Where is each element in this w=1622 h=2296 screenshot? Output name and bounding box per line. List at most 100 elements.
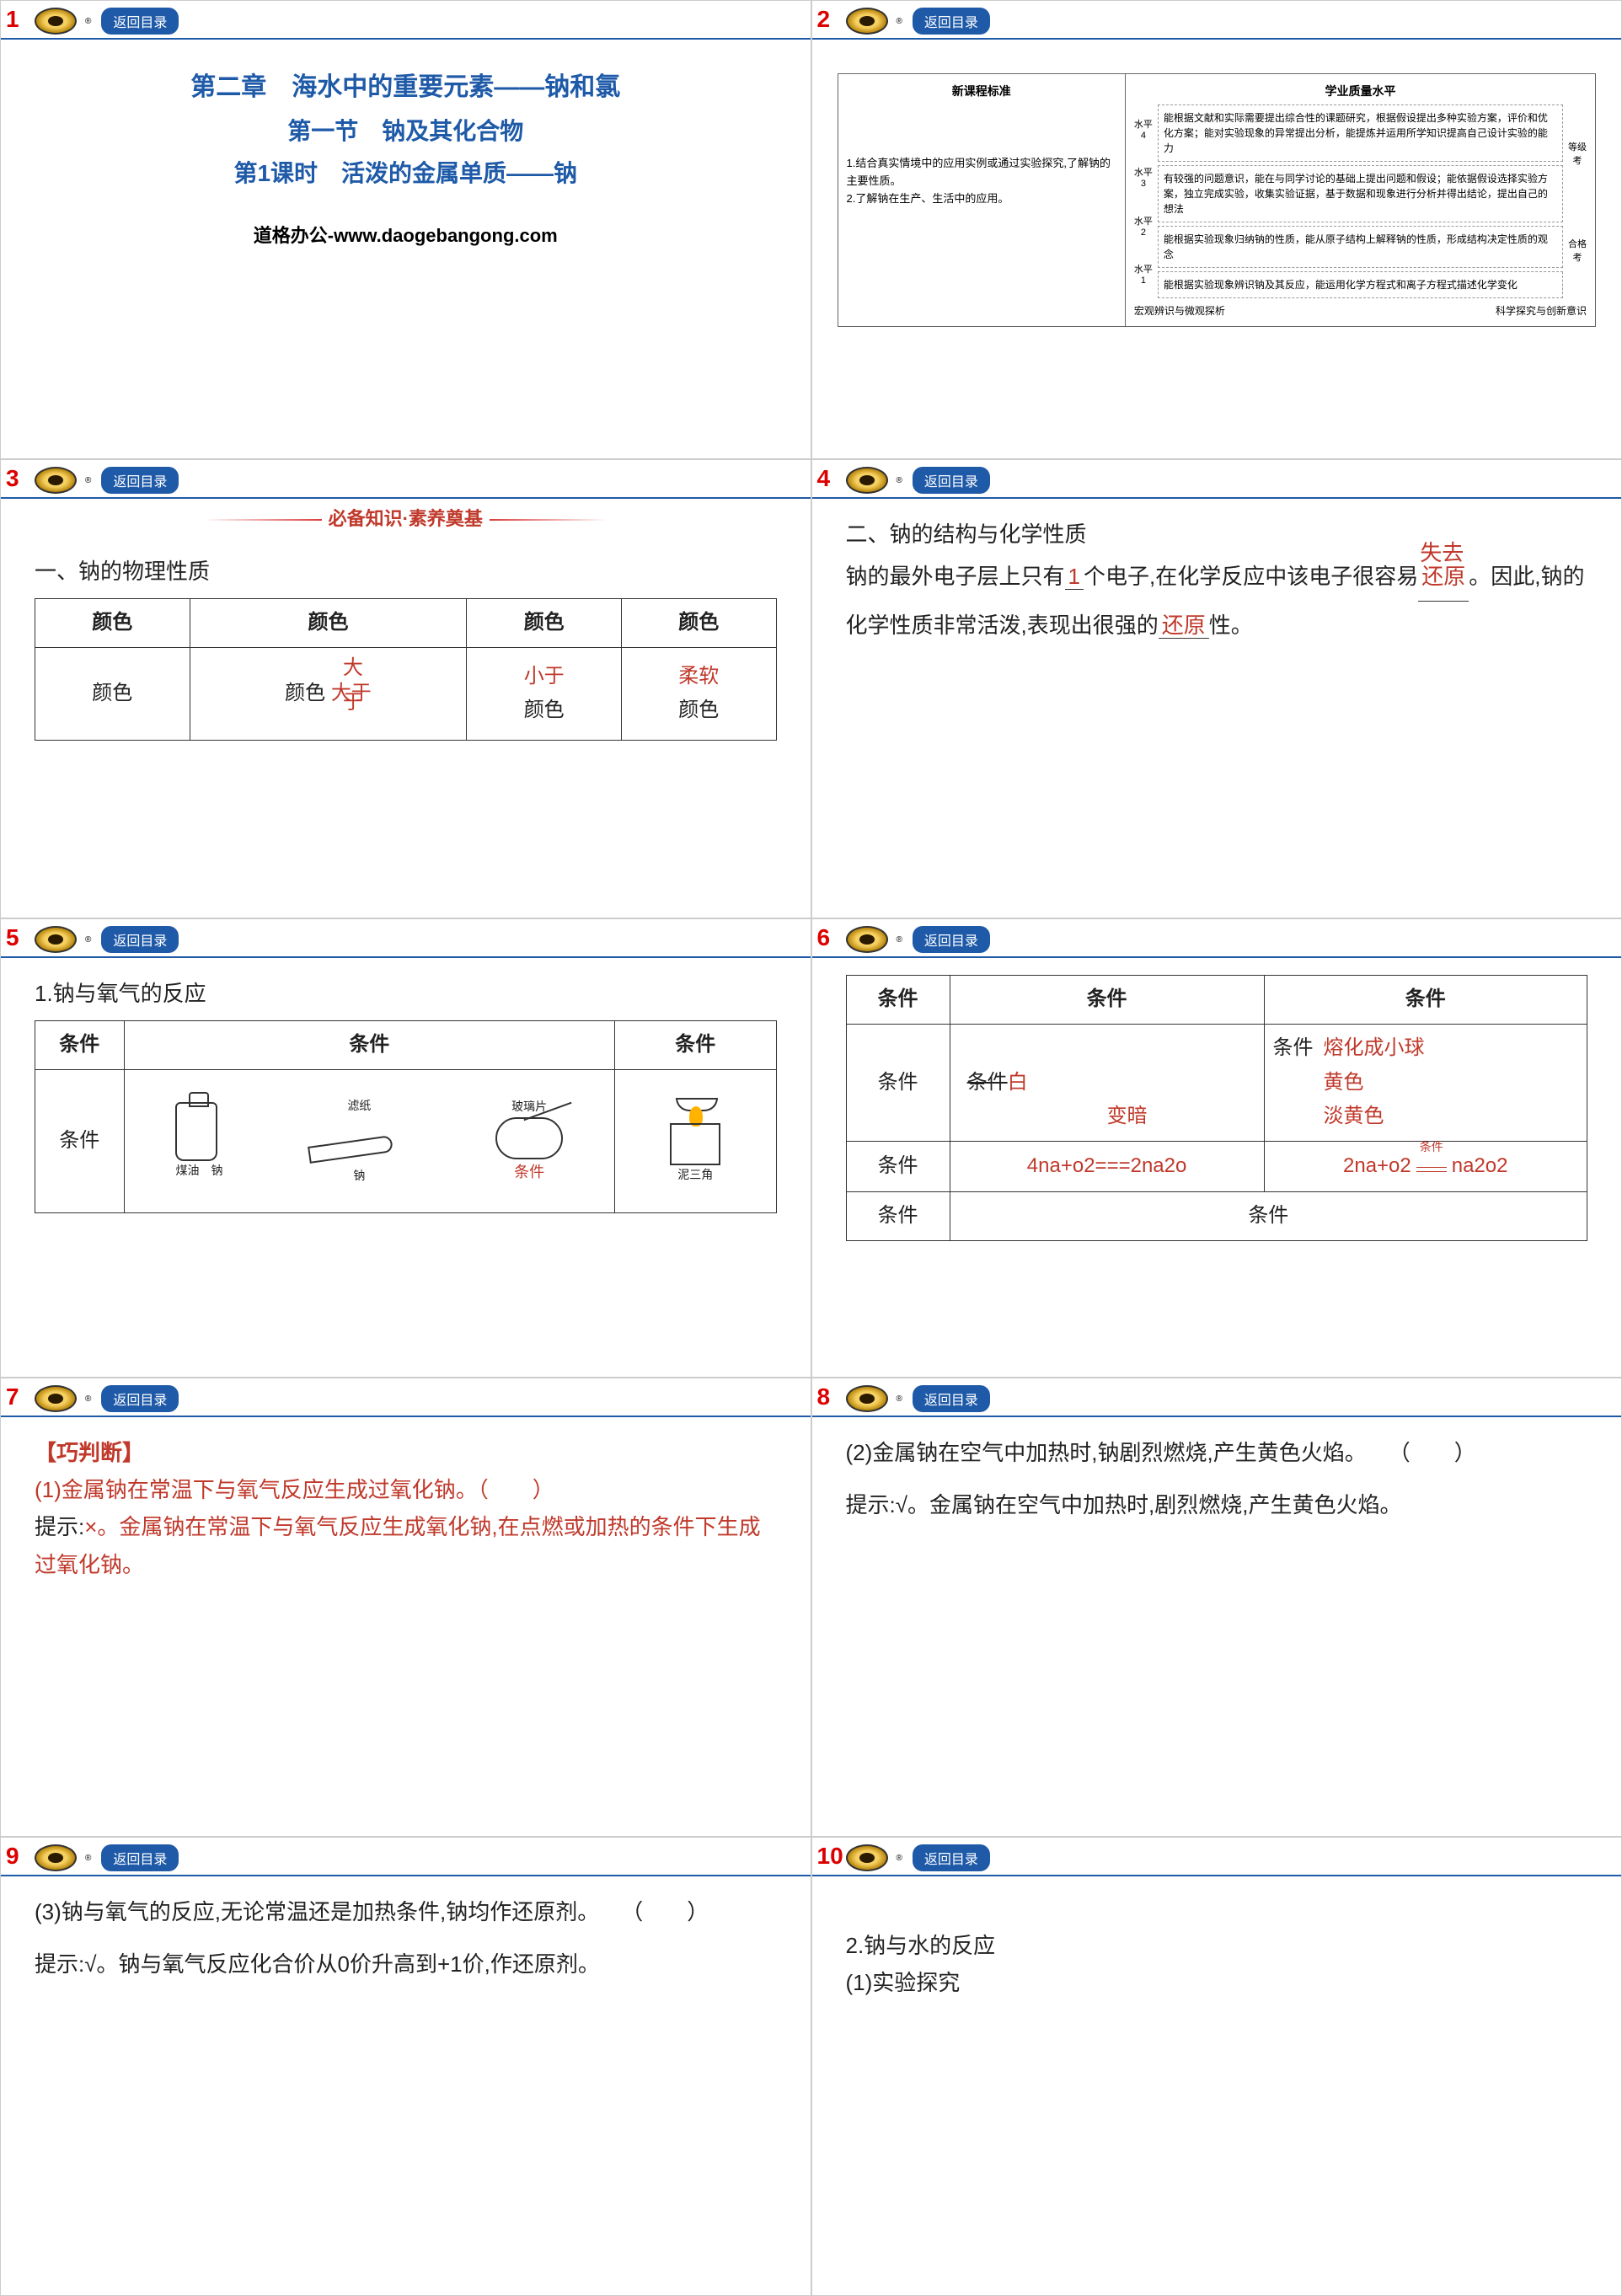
hint-label: 提示: xyxy=(35,1951,84,1977)
td2-label: 颜色 xyxy=(285,682,325,704)
td-2: 颜色 大于 大于 xyxy=(190,647,467,740)
slide8-content: (2)金属钠在空气中加热时,钠剧烈燃烧,产生黄色火焰。 （ ） 提示:√。金属钠… xyxy=(812,1417,1622,1540)
slide-7: 7 ® 返回目录 【巧判断】 (1)金属钠在常温下与氧气反应生成过氧化钠。（ ）… xyxy=(0,1378,811,1837)
standards-right: 学业质量水平 水平4 水平3 水平2 水平1 能根据文献和实际需要提出综合性的课… xyxy=(1126,74,1595,326)
r3-val: 条件 xyxy=(950,1192,1587,1241)
level-2-box: 能根据实验现象归纳钠的性质，能从原子结构上解释钠的性质，形成结构决定性质的观念 xyxy=(1158,226,1563,268)
ans-lose: 失去 xyxy=(1420,529,1464,577)
back-button[interactable]: 返回目录 xyxy=(101,1385,179,1412)
slide-number: 5 xyxy=(6,924,19,951)
r1-cell-2: 条件 熔化成小球 黄色 淡黄色 xyxy=(1264,1024,1587,1141)
standards-left: 新课程标准 1.结合真实情境中的应用实例或通过实验探究,了解钠的主要性质。 2.… xyxy=(838,74,1126,326)
back-button[interactable]: 返回目录 xyxy=(101,8,179,35)
reg-mark: ® xyxy=(85,1854,91,1863)
logo-icon xyxy=(35,8,77,35)
slide-number: 7 xyxy=(6,1383,19,1410)
th6-2: 条件 xyxy=(950,976,1264,1025)
logo-icon xyxy=(846,8,888,35)
r2-eq2-b: na2o2 xyxy=(1452,1154,1508,1177)
reg-mark: ® xyxy=(897,1394,902,1404)
level-4-label: 水平4 xyxy=(1134,117,1153,141)
label-cond: 条件 xyxy=(495,1159,563,1185)
r1-b3: 淡黄色 xyxy=(1324,1100,1425,1134)
right-side-label-2: 合格考 xyxy=(1568,237,1587,264)
left-items: 1.结合真实情境中的应用实例或通过实验探究,了解钠的主要性质。 2.了解钠在生产… xyxy=(847,104,1116,207)
glass-diagram: 玻璃片 条件 xyxy=(495,1097,563,1185)
th-2: 颜色 xyxy=(190,599,467,648)
slide9-content: (3)钠与氧气的反应,无论常温还是加热条件,钠均作还原剂。 （ ） 提示:√。钠… xyxy=(1,1876,811,1999)
back-button[interactable]: 返回目录 xyxy=(913,8,990,35)
slide-5: 5 ® 返回目录 1.钠与氧气的反应 条件 条件 条件 条件 煤油 钠 xyxy=(0,918,811,1378)
level-1-label: 水平1 xyxy=(1134,262,1153,286)
level-2-label: 水平2 xyxy=(1134,214,1153,238)
conditions-table: 条件 条件 条件 条件 条件白 变暗 条件 熔化成小球 黄色 淡黄色 xyxy=(846,975,1588,1241)
th-cond-2: 条件 xyxy=(124,1021,615,1070)
slide-1: 1 ® 返回目录 第二章 海水中的重要元素——钠和氯 第一节 钠及其化合物 第1… xyxy=(0,0,811,459)
slide-6: 6 ® 返回目录 条件 条件 条件 条件 条件白 变暗 条件 xyxy=(811,918,1622,1378)
slide6-content: 条件 条件 条件 条件 条件白 变暗 条件 熔化成小球 黄色 淡黄色 xyxy=(812,958,1622,1258)
left-col-title: 新课程标准 xyxy=(847,83,1116,104)
slide-number: 8 xyxy=(817,1383,831,1410)
reaction-table: 条件 条件 条件 条件 煤油 钠 滤纸 钠 xyxy=(35,1020,777,1213)
label-glass: 玻璃片 xyxy=(495,1097,563,1117)
slide-number: 1 xyxy=(6,6,19,33)
back-button[interactable]: 返回目录 xyxy=(913,467,990,494)
slide-number: 3 xyxy=(6,465,19,492)
ans-reduce: 还原 xyxy=(1159,613,1209,639)
reg-mark: ® xyxy=(897,1854,902,1863)
slide4-heading: 二、钠的结构与化学性质 xyxy=(846,516,1588,553)
slide-number: 4 xyxy=(817,465,831,492)
th-3: 颜色 xyxy=(467,599,622,648)
slide-header: ® 返回目录 xyxy=(812,919,1622,958)
q1: (1)金属钠在常温下与氧气反应生成过氧化钠。（ ） xyxy=(35,1471,777,1508)
slide-header: ® 返回目录 xyxy=(812,460,1622,499)
slide-number: 6 xyxy=(817,924,831,951)
td3-label: 颜色 xyxy=(524,698,565,721)
back-button[interactable]: 返回目录 xyxy=(913,1385,990,1412)
r1-cell-1: 条件白 变暗 xyxy=(950,1024,1264,1141)
ans-greater-1: 大于 xyxy=(335,651,372,720)
hint2-line: 提示:√。金属钠在空气中加热时,剧烈燃烧,产生黄色火焰。 xyxy=(846,1486,1588,1523)
slide3-heading: 一、钠的物理性质 xyxy=(35,553,777,590)
slide-header: ® 返回目录 xyxy=(1,1,811,40)
back-button[interactable]: 返回目录 xyxy=(913,1844,990,1871)
slide-header: ® 返回目录 xyxy=(1,460,811,499)
label-filter: 滤纸 xyxy=(308,1096,410,1116)
label-na-2: 钠 xyxy=(308,1166,410,1186)
hint3: √。钠与氧气反应化合价从0价升高到+1价,作还原剂。 xyxy=(84,1951,600,1977)
slide-9: 9 ® 返回目录 (3)钠与氧气的反应,无论常温还是加热条件,钠均作还原剂。 （… xyxy=(0,1837,811,2296)
slide-header: ® 返回目录 xyxy=(812,1,1622,40)
back-button[interactable]: 返回目录 xyxy=(101,467,179,494)
slide10-heading: 2.钠与水的反应 xyxy=(846,1927,1588,1964)
slide-number: 2 xyxy=(817,6,831,33)
left-item-1: 1.结合真实情境中的应用实例或通过实验探究,了解钠的主要性质。 xyxy=(847,155,1116,190)
t-b: 个电子,在化学反应中该电子很容易 xyxy=(1084,564,1418,589)
burner-diagram: 泥三角 xyxy=(666,1098,725,1185)
slide4-content: 二、钠的结构与化学性质 钠的最外电子层上只有1个电子,在化学反应中该电子很容易失… xyxy=(812,499,1622,667)
back-button[interactable]: 返回目录 xyxy=(101,926,179,953)
diagram-cell-1: 煤油 钠 滤纸 钠 玻璃片 条件 xyxy=(124,1069,615,1212)
level-4-box: 能根据文献和实际需要提出综合性的课题研究，根据假设提出多种实验方案，评价和优化方… xyxy=(1158,104,1563,162)
td-4: 柔软 颜色 xyxy=(621,647,776,740)
hint2: √。金属钠在空气中加热时,剧烈燃烧,产生黄色火焰。 xyxy=(896,1492,1402,1517)
logo-icon xyxy=(846,1844,888,1871)
slide4-para: 钠的最外电子层上只有1个电子,在化学反应中该电子很容易失去还原。因此,钠的化学性… xyxy=(846,553,1588,650)
r3-label: 条件 xyxy=(846,1192,950,1241)
slide10-content: 2.钠与水的反应 (1)实验探究 xyxy=(812,1876,1622,2018)
slide-grid: 1 ® 返回目录 第二章 海水中的重要元素——钠和氯 第一节 钠及其化合物 第1… xyxy=(0,0,1622,2296)
slide-header: ® 返回目录 xyxy=(1,1378,811,1417)
slide-header: ® 返回目录 xyxy=(1,919,811,958)
th6-3: 条件 xyxy=(1264,976,1587,1025)
th-cond-3: 条件 xyxy=(615,1021,776,1070)
ans-num: 1 xyxy=(1065,564,1084,590)
back-button[interactable]: 返回目录 xyxy=(101,1844,179,1871)
t-a: 钠的最外电子层上只有 xyxy=(846,564,1065,589)
slide-3: 3 ® 返回目录 必备知识·素养奠基 一、钠的物理性质 颜色 颜色 颜色 颜色 … xyxy=(0,459,811,918)
section-title: 第一节 钠及其化合物 xyxy=(35,110,777,153)
logo-icon xyxy=(35,467,77,494)
slide7-content: 【巧判断】 (1)金属钠在常温下与氧气反应生成过氧化钠。（ ） 提示:×。金属钠… xyxy=(1,1417,811,1600)
slide5-heading: 1.钠与氧气的反应 xyxy=(35,975,777,1012)
back-button[interactable]: 返回目录 xyxy=(913,926,990,953)
watermark-text: 道格办公-www.daogebangong.com xyxy=(35,221,777,248)
section-banner: 必备知识·素养奠基 xyxy=(1,499,811,536)
